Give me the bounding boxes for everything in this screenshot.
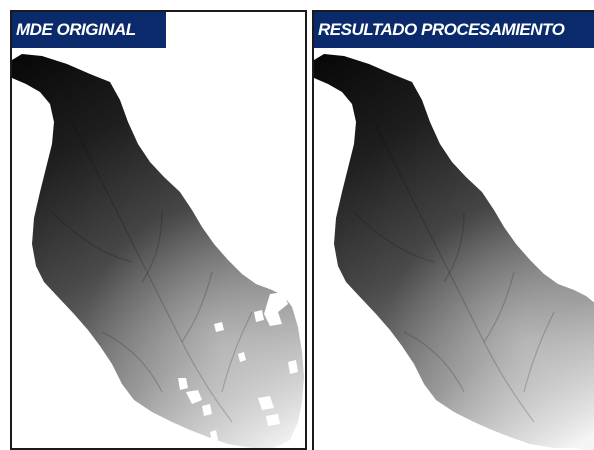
drainage-lines (353, 121, 555, 423)
panel-title-original: MDE ORIGINAL (12, 12, 166, 48)
data-void-patches (178, 292, 298, 442)
processed-dem-map (314, 54, 594, 450)
original-dem-panel: MDE ORIGINAL (10, 10, 307, 450)
drainage-lines (51, 121, 253, 423)
panel-title-processed: RESULTADO PROCESAMIENTO (314, 12, 594, 48)
original-dem-map (12, 54, 304, 448)
processed-dem-panel: RESULTADO PROCESAMIENTO (312, 10, 594, 450)
